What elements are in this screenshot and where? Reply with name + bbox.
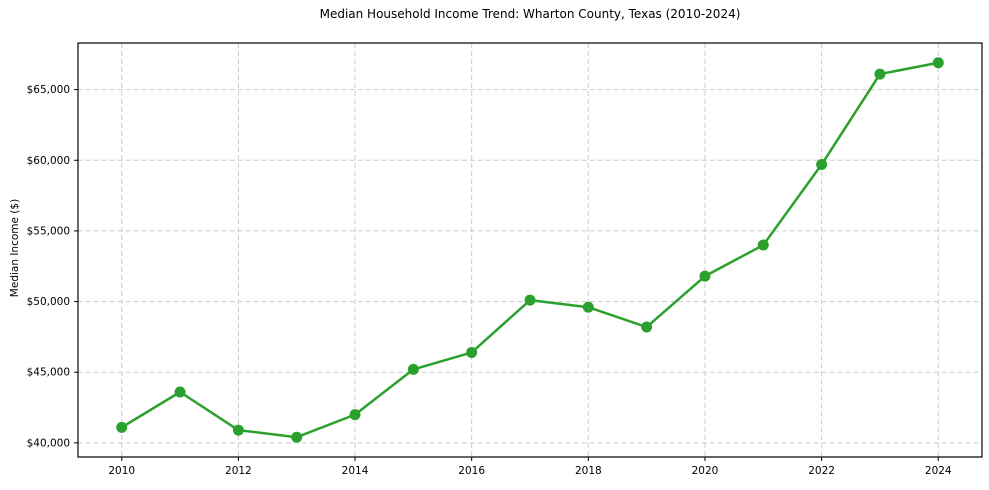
data-point-2014 [349,409,361,421]
x-tick-label-2024: 2024 [925,465,952,477]
y-tick-label-50000: $50,000 [27,296,70,308]
data-point-2016 [466,346,478,358]
chart-title: Median Household Income Trend: Wharton C… [319,7,741,21]
data-point-2010 [116,421,128,433]
x-tick-label-2014: 2014 [342,465,369,477]
data-point-2021 [757,239,769,251]
x-tick-label-2018: 2018 [575,465,602,477]
y-tick-label-65000: $65,000 [27,84,70,96]
data-point-2022 [816,159,828,171]
data-point-2011 [174,386,186,398]
data-point-2017 [524,294,536,306]
y-tick-label-40000: $40,000 [27,437,70,449]
y-tick-label-55000: $55,000 [27,225,70,237]
data-point-2018 [582,301,594,313]
x-tick-label-2022: 2022 [808,465,835,477]
x-tick-label-2010: 2010 [108,465,135,477]
x-tick-label-2020: 2020 [692,465,719,477]
data-point-2019 [641,321,653,333]
data-point-2012 [232,424,244,436]
data-point-2024 [932,57,944,69]
y-tick-label-60000: $60,000 [27,155,70,167]
x-tick-label-2012: 2012 [225,465,252,477]
axes-border [77,42,983,458]
income-trend-line [120,61,940,439]
y-tick-label-45000: $45,000 [27,367,70,379]
data-point-2013 [291,431,303,443]
x-tick-label-2016: 2016 [458,465,485,477]
data-point-2015 [407,363,419,375]
data-point-2023 [874,68,886,80]
data-point-2020 [699,270,711,282]
